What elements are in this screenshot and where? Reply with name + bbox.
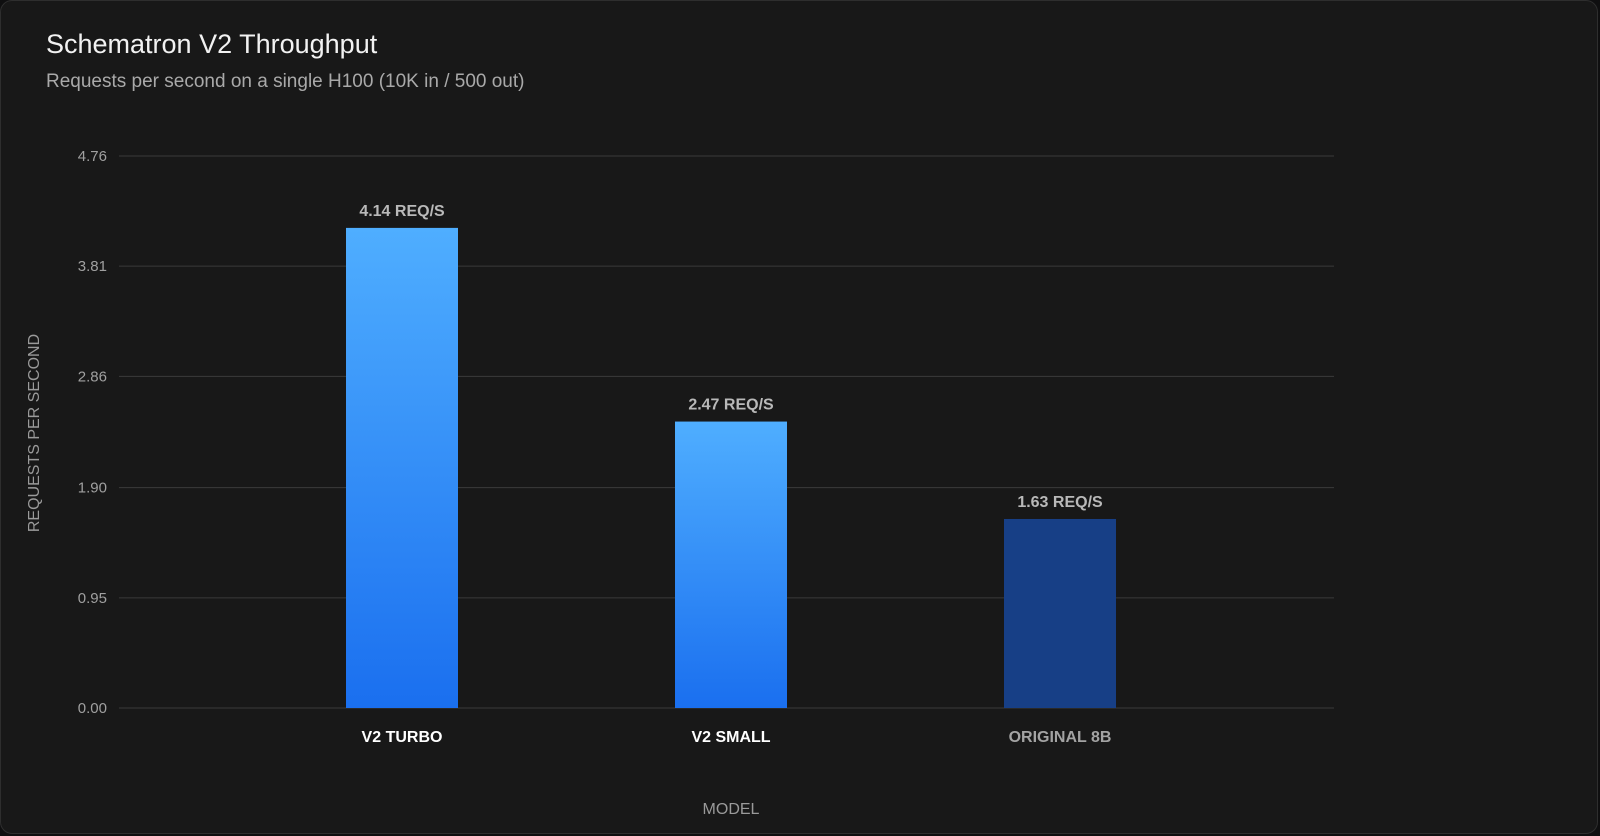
- bar-v2-small: [675, 421, 787, 708]
- x-category-label: V2 SMALL: [691, 729, 770, 746]
- y-axis-ticks: 0.00 0.95 1.90 2.86 3.81 4.76: [78, 148, 107, 717]
- bar-v2-turbo: [346, 227, 458, 708]
- y-tick-label: 2.86: [78, 368, 107, 385]
- data-label: 2.47 REQ/S: [688, 397, 774, 414]
- y-tick-label: 3.81: [78, 258, 107, 275]
- y-tick-label: 4.76: [78, 148, 107, 165]
- bars: [346, 227, 1116, 708]
- data-labels: 4.14 REQ/S 2.47 REQ/S 1.63 REQ/S: [359, 203, 1103, 511]
- y-tick-label: 0.00: [78, 700, 107, 717]
- x-axis-categories: V2 TURBO V2 SMALL ORIGINAL 8B: [362, 729, 1112, 746]
- x-category-label: ORIGINAL 8B: [1009, 729, 1112, 746]
- x-axis-title: MODEL: [703, 801, 760, 818]
- x-category-label: V2 TURBO: [362, 729, 443, 746]
- chart-title: Schematron V2 Throughput: [46, 29, 378, 59]
- y-tick-label: 1.90: [78, 480, 107, 497]
- chart-subtitle: Requests per second on a single H100 (10…: [46, 71, 525, 92]
- data-label: 1.63 REQ/S: [1017, 494, 1103, 511]
- data-label: 4.14 REQ/S: [359, 203, 445, 220]
- y-tick-label: 0.95: [78, 590, 107, 607]
- bar-original-8b: [1004, 518, 1116, 708]
- y-axis-title: REQUESTS PER SECOND: [26, 334, 43, 532]
